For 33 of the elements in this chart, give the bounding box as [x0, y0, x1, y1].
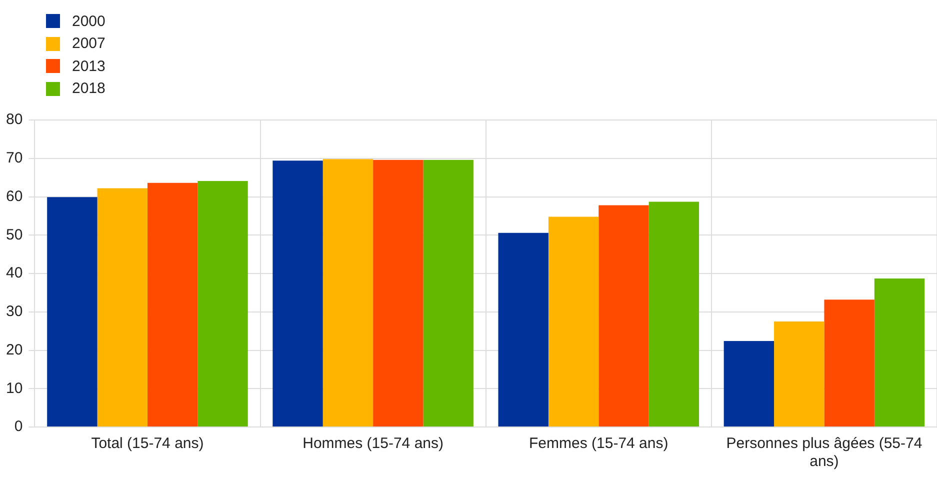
legend-label: 2007 [72, 35, 106, 52]
y-tick-label: 30 [6, 303, 23, 320]
bar [272, 160, 323, 426]
y-tick-label: 80 [6, 111, 23, 128]
y-tick-label: 40 [6, 264, 23, 282]
bar [824, 300, 874, 426]
y-tick-label: 20 [6, 341, 23, 358]
bar [498, 232, 548, 426]
y-tick-label: 60 [6, 188, 23, 205]
legend-label: 2000 [72, 12, 106, 30]
legend-label: 2018 [72, 80, 106, 98]
bar [97, 188, 148, 426]
y-tick-label: 70 [6, 150, 23, 167]
bar [724, 341, 774, 426]
x-tick-label: Total (15-74 ans) [91, 435, 204, 452]
bar [598, 205, 649, 426]
legend-label: 2013 [72, 58, 106, 75]
bar [47, 197, 98, 426]
bar [198, 181, 248, 426]
y-tick-label: 10 [6, 380, 23, 397]
y-tick-label: 0 [14, 418, 23, 436]
y-tick-label: 50 [6, 226, 23, 244]
bar [373, 160, 424, 426]
x-tick-label: Femmes (15-74 ans) [529, 435, 668, 452]
bar [147, 182, 198, 426]
bar [648, 202, 700, 426]
bar [322, 159, 374, 426]
bar [548, 216, 599, 426]
bar [423, 160, 474, 426]
x-tick-label: Personnes plus âgées (55-74 ans) [726, 435, 922, 470]
bar [774, 321, 824, 426]
bar [874, 278, 925, 426]
x-tick-label: Hommes (15-74 ans) [302, 435, 444, 452]
